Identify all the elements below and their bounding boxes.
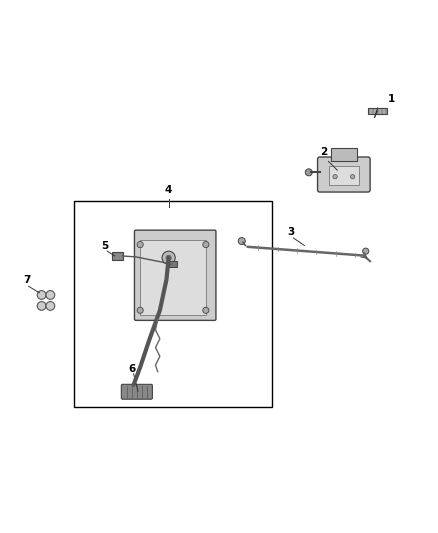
Text: 4: 4 [164,185,172,195]
Bar [140,240,206,314]
Circle shape [37,302,46,310]
Circle shape [46,302,55,310]
Circle shape [46,290,55,300]
Circle shape [305,169,312,176]
FancyBboxPatch shape [121,384,152,399]
FancyBboxPatch shape [134,230,216,320]
Circle shape [350,174,355,179]
Text: 6: 6 [128,364,136,374]
Circle shape [166,255,171,260]
Circle shape [203,241,209,248]
Circle shape [363,248,369,254]
Circle shape [333,174,337,179]
Text: 1: 1 [388,94,395,104]
FancyBboxPatch shape [318,157,370,192]
Circle shape [203,307,209,313]
Text: 2: 2 [320,147,327,157]
Bar [112,252,123,260]
Bar [368,108,388,114]
Text: 5: 5 [102,241,109,251]
Circle shape [238,238,245,245]
Bar [74,201,272,407]
Bar [169,261,177,266]
Circle shape [137,307,143,313]
Bar [328,166,359,185]
Bar [331,148,357,161]
Text: 7: 7 [23,275,30,285]
Circle shape [137,241,143,248]
Text: 3: 3 [287,227,294,237]
Circle shape [37,290,46,300]
Circle shape [162,251,175,264]
